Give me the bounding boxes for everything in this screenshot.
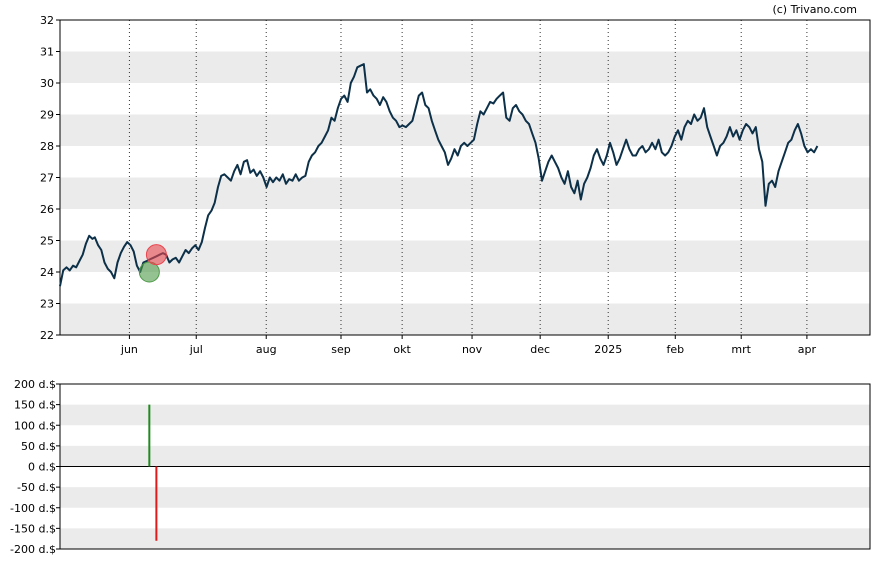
x-tick-label-2025: 2025 [594,343,622,356]
plot-frame [59,383,871,550]
credit-text: (c) Trivano.com [772,3,857,16]
x-tick-label-jul: jul [189,343,203,356]
grid-band [60,177,870,209]
x-tick-label-mrt: mrt [731,343,751,356]
price-chart: jun jul aug sep okt nov dec 2025 feb mrt apr 22 23 24… [40,14,871,356]
y-tick-label: -150 d.$ [10,522,56,535]
y-tick-label: 32 [40,14,54,27]
sell-marker [145,244,167,266]
y-tick-label: 24 [40,266,54,279]
grid-band [60,51,870,83]
y-tick-label: 23 [40,298,54,311]
grid-band [60,114,870,146]
price-line [59,63,819,287]
grid-band [60,487,870,508]
y-tick-label: 22 [40,329,54,342]
y-tick-label: -50 d.$ [17,481,56,494]
x-tick-label-okt: okt [393,343,411,356]
x-tick-label-dec: dec [530,343,550,356]
volume-chart: -200 d.$ -150 d.$ -100 d.$ -50 d.$ 0 d.$ 50 d… [10,378,871,556]
x-tick-label-apr: apr [798,343,817,356]
x-tick-label-jun: jun [120,343,138,356]
y-tick-label: 30 [40,77,54,90]
y-tick-label: 200 d.$ [14,378,56,391]
y-tick-label: 29 [40,109,54,122]
y-tick-label: -200 d.$ [10,543,56,556]
y-tick-label: 31 [40,46,54,59]
y-tick-label: 0 d.$ [28,461,56,474]
y-tick-label: 28 [40,140,54,153]
y-tick-label: 27 [40,172,54,185]
y-tick-label: -100 d.$ [10,502,56,515]
grid-band [60,303,870,335]
x-tick-label-nov: nov [462,343,483,356]
grid-band [60,404,870,426]
y-tick-label: 26 [40,203,54,216]
y-tick-label: 50 d.$ [21,440,56,453]
x-tick-label-feb: feb [666,343,684,356]
x-tick-label-sep: sep [331,343,350,356]
grid-band [60,528,870,549]
grid-band [60,445,870,467]
y-tick-label: 150 d.$ [14,399,56,412]
plot-frame [59,19,871,336]
y-tick-label: 100 d.$ [14,419,56,432]
x-tick-label-aug: aug [256,343,277,356]
y-tick-label: 25 [40,235,54,248]
